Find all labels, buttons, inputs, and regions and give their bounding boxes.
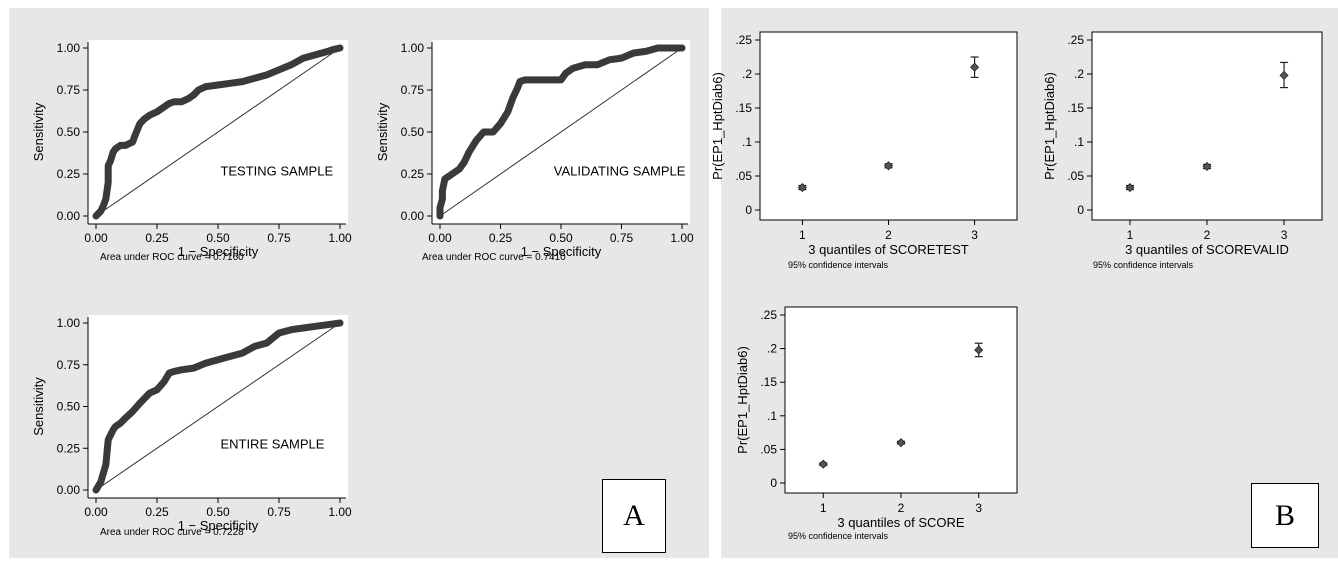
- roc-1-x-tick-label: 0.00: [84, 231, 108, 245]
- roc-1-y-tick-label: 0.75: [57, 83, 81, 97]
- roc-3-y-tick-label: 0.25: [57, 441, 81, 455]
- roc-3-x-tick-label: 0.00: [84, 505, 108, 519]
- roc-3-x-tick-label: 0.50: [206, 505, 230, 519]
- roc-1-x-tick-label: 0.75: [267, 231, 291, 245]
- roc-1-y-tick-label: 0.50: [57, 125, 81, 139]
- ci-3-y-tick-label: 0: [770, 476, 777, 490]
- roc-3-y-tick-label: 0.00: [57, 483, 81, 497]
- roc-2-reference-line: [439, 47, 683, 217]
- ci-1-point: [970, 62, 980, 72]
- ci-3-x-tick-label: 1: [820, 501, 827, 515]
- roc-2-x-tick-label: 0.75: [610, 231, 634, 245]
- ci-3-x-axis-label: 3 quantiles of SCORE: [837, 515, 965, 530]
- roc-2-x-tick-label: 0.25: [489, 231, 513, 245]
- ci-2-x-tick-label: 3: [1281, 228, 1288, 242]
- panel-b-letter: B: [1251, 483, 1319, 548]
- ci-1-point: [797, 182, 807, 193]
- roc-1-y-axis-label: Sensitivity: [31, 102, 46, 161]
- roc-1-x-axis-label: 1 − Specificity: [178, 244, 259, 259]
- ci-3-y-tick-label: .1: [767, 409, 777, 423]
- roc-1-x-tick-label: 0.50: [206, 231, 230, 245]
- ci-3-point: [974, 345, 984, 355]
- roc-3-y-tick-label: 1.00: [57, 316, 81, 330]
- ci-2-y-tick-label: .1: [1074, 135, 1084, 149]
- ci-3-y-axis-label: Pr(EP1_HptDiab6): [735, 346, 750, 454]
- roc-2-x-tick-label: 0.50: [549, 231, 573, 245]
- roc-3-y-tick-label: 0.75: [57, 358, 81, 372]
- ci-3-y-tick-label: .15: [760, 375, 777, 389]
- ci-3-x-tick-label: 2: [898, 501, 905, 515]
- roc-3-y-tick-label: 0.50: [57, 400, 81, 414]
- ci-2-point: [1202, 161, 1212, 172]
- ci-1-y-tick-label: 0: [745, 203, 752, 217]
- ci-2-y-tick-label: 0: [1077, 203, 1084, 217]
- ci-1-x-tick-label: 2: [885, 228, 892, 242]
- ci-2-ci-note: 95% confidence intervals: [1093, 260, 1194, 270]
- ci-1-y-axis-label: Pr(EP1_HptDiab6): [710, 72, 725, 180]
- roc-2-y-axis-label: Sensitivity: [375, 102, 390, 161]
- roc-2-y-tick-label: 1.00: [401, 41, 425, 55]
- roc-2-x-axis-label: 1 − Specificity: [521, 244, 602, 259]
- roc-1-y-tick-label: 0.00: [57, 209, 81, 223]
- roc-1-reference-line: [95, 47, 341, 217]
- roc-2-y-tick-label: 0.50: [401, 125, 425, 139]
- roc-2-x-tick-label: 1.00: [670, 231, 694, 245]
- ci-2-point: [1279, 70, 1289, 80]
- ci-2-plot-area: [1091, 31, 1323, 221]
- roc-2-x-tick-label: 0.00: [428, 231, 452, 245]
- ci-3-x-tick-label: 3: [975, 501, 982, 515]
- ci-3-y-tick-label: .2: [767, 342, 777, 356]
- roc-1-sample-label: TESTING SAMPLE: [220, 164, 333, 179]
- ci-1-y-tick-label: .15: [735, 101, 752, 115]
- ci-1-x-axis-label: 3 quantiles of SCORETEST: [808, 242, 968, 257]
- ci-1-point: [883, 161, 894, 171]
- ci-1-plot-area: [759, 31, 1018, 221]
- roc-3-x-axis-label: 1 − Specificity: [178, 518, 259, 533]
- roc-1-x-tick-label: 0.25: [145, 231, 169, 245]
- roc-1-auc-note: Area under ROC curve = 0.7160: [100, 252, 244, 263]
- ci-1-x-tick-label: 3: [971, 228, 978, 242]
- roc-3-auc-note: Area under ROC curve = 0.7228: [100, 527, 244, 538]
- ci-2-y-tick-label: .15: [1067, 101, 1084, 115]
- ci-1-y-tick-label: .25: [735, 33, 752, 47]
- ci-1-y-tick-label: .1: [742, 135, 752, 149]
- ci-1-x-tick-label: 1: [799, 228, 806, 242]
- ci-3-ci-note: 95% confidence intervals: [788, 531, 889, 541]
- ci-3-y-tick-label: .25: [760, 308, 777, 322]
- ci-1-y-tick-label: .05: [735, 169, 752, 183]
- ci-1-y-tick-label: .2: [742, 67, 752, 81]
- roc-3-reference-line: [95, 322, 341, 491]
- roc-2-y-tick-label: 0.00: [401, 209, 425, 223]
- ci-3-point: [896, 438, 906, 448]
- roc-1-x-tick-label: 1.00: [328, 231, 352, 245]
- ci-2-x-tick-label: 2: [1204, 228, 1211, 242]
- ci-1-ci-note: 95% confidence intervals: [788, 260, 889, 270]
- ci-2-y-tick-label: .2: [1074, 67, 1084, 81]
- roc-3-sample-label: ENTIRE SAMPLE: [220, 436, 324, 451]
- roc-3-x-tick-label: 1.00: [328, 505, 352, 519]
- roc-1-y-tick-label: 0.25: [57, 167, 81, 181]
- ci-3-y-tick-label: .05: [760, 442, 777, 456]
- ci-3-plot-area: [784, 306, 1018, 494]
- roc-3-x-tick-label: 0.25: [145, 505, 169, 519]
- roc-2-y-tick-label: 0.25: [401, 167, 425, 181]
- ci-2-x-tick-label: 1: [1127, 228, 1134, 242]
- roc-1-y-tick-label: 1.00: [57, 41, 81, 55]
- roc-3-x-tick-label: 0.75: [267, 505, 291, 519]
- roc-2-sample-label: VALIDATING SAMPLE: [554, 164, 686, 179]
- ci-2-y-axis-label: Pr(EP1_HptDiab6): [1042, 72, 1057, 180]
- panel-a-letter: A: [602, 479, 666, 553]
- ci-3-point: [818, 459, 828, 469]
- roc-3-y-axis-label: Sensitivity: [31, 377, 46, 436]
- ci-2-x-axis-label: 3 quantiles of SCOREVALID: [1125, 242, 1289, 257]
- roc-3-roc-curve: [92, 319, 344, 494]
- roc-2-auc-note: Area under ROC curve = 0.7410: [422, 252, 566, 263]
- ci-2-y-tick-label: .25: [1067, 33, 1084, 47]
- roc-2-roc-curve: [436, 44, 686, 220]
- ci-2-point: [1125, 182, 1135, 193]
- roc-2-y-tick-label: 0.75: [401, 83, 425, 97]
- ci-2-y-tick-label: .05: [1067, 169, 1084, 183]
- roc-1-roc-curve: [92, 44, 344, 220]
